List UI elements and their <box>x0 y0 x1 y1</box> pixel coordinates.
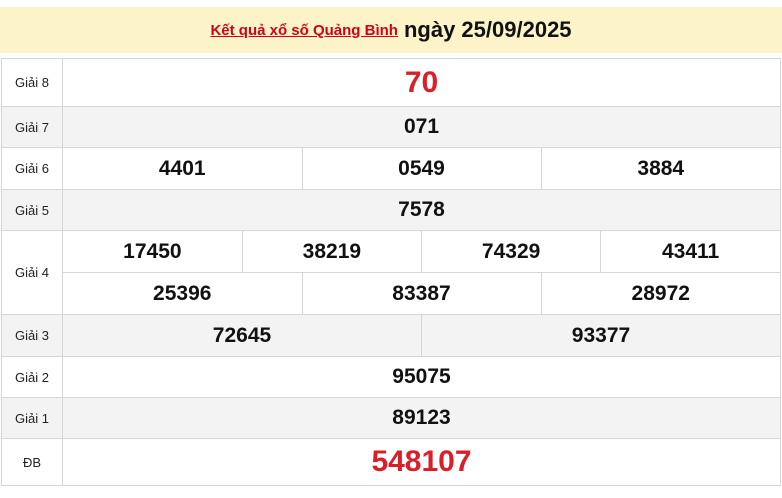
prize-label: Giải 6 <box>1 147 63 190</box>
prize-row-1: Giải 1 89123 <box>1 397 781 439</box>
prize-number: 4401 <box>158 156 206 180</box>
prize-row-7: Giải 7 071 <box>1 106 781 148</box>
prize-number: 72645 <box>63 315 422 356</box>
prize-number: 89123 <box>62 397 781 439</box>
results-table: Giải 8 70 Giải 7 071 Giải 6 4401 0549 38… <box>1 58 781 486</box>
prize-row-2: Giải 2 95075 <box>1 356 781 398</box>
prize-label: Giải 3 <box>1 314 63 357</box>
prize-number: 25396 <box>153 281 212 305</box>
prize-number: 70 <box>62 58 781 107</box>
prize-row-4: Giải 4 17450 38219 74329 43411 25396 833… <box>1 230 781 315</box>
prize-row-8: Giải 8 70 <box>1 58 781 107</box>
prize-number: 95075 <box>62 356 781 398</box>
prize-row-5: Giải 5 7578 <box>1 189 781 231</box>
prize-row-special: ĐB 548107 <box>1 438 781 486</box>
prize-number: 43411 <box>600 231 780 272</box>
prize-number: 83387 <box>301 272 541 314</box>
prize-number: 38219 <box>241 231 422 272</box>
lottery-title-link[interactable]: Kết quả xổ số Quảng Bình <box>210 21 398 39</box>
prize-number: 7578 <box>62 189 781 231</box>
prize-number: 3884 <box>540 148 780 189</box>
results-header: Kết quả xổ số Quảng Bình ngày 25/09/2025 <box>0 7 782 53</box>
prize-number: 28972 <box>540 272 780 314</box>
prize-label: ĐB <box>1 438 63 486</box>
prize-number: 17450 <box>123 239 182 263</box>
prize-number: 0549 <box>301 148 541 189</box>
prize-label: Giải 7 <box>1 106 63 148</box>
prize-label: Giải 8 <box>1 58 63 107</box>
draw-date: ngày 25/09/2025 <box>403 17 572 42</box>
prize-row-3: Giải 3 72645 93377 <box>1 314 781 357</box>
prize-number: 071 <box>62 106 781 148</box>
prize-label: Giải 1 <box>1 397 63 439</box>
prize-label: Giải 4 <box>1 230 63 315</box>
prize-label: Giải 5 <box>1 189 63 231</box>
prize-number: 74329 <box>420 231 601 272</box>
prize-label: Giải 2 <box>1 356 63 398</box>
special-prize-number: 548107 <box>62 438 781 486</box>
prize-number: 93377 <box>421 315 780 356</box>
prize-row-6: Giải 6 4401 0549 3884 <box>1 147 781 190</box>
